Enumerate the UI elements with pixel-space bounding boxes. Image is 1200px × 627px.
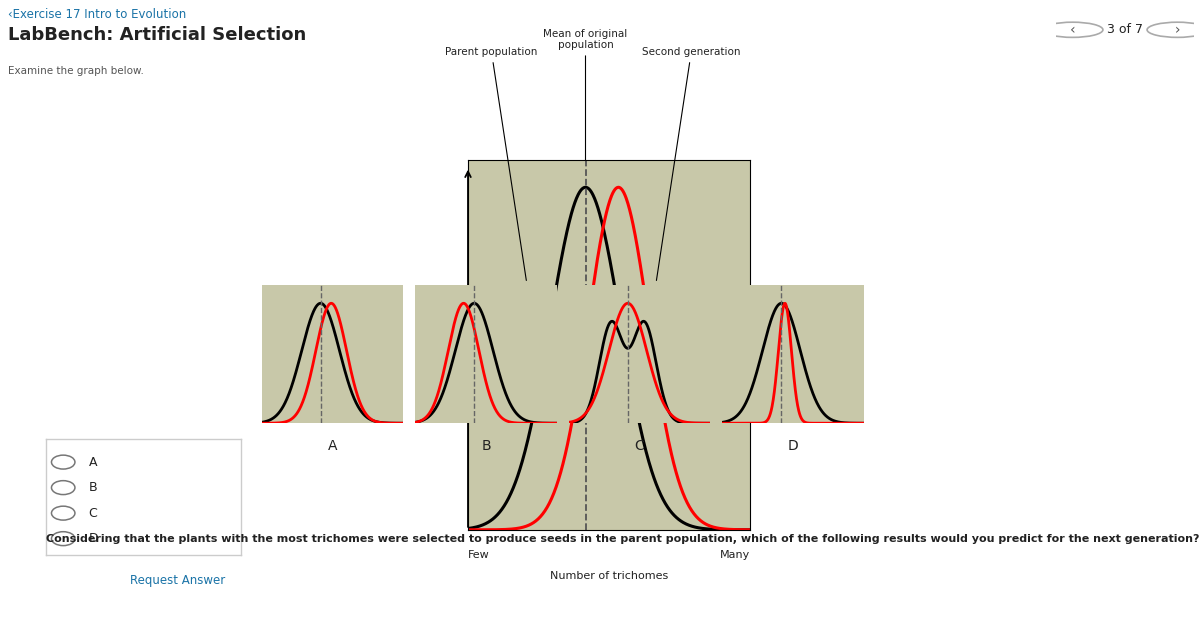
Text: C: C xyxy=(89,507,97,520)
Text: Mean of original
population: Mean of original population xyxy=(544,29,628,161)
Text: Examine the graph below.: Examine the graph below. xyxy=(8,66,144,76)
Text: A: A xyxy=(328,439,337,453)
Text: B: B xyxy=(481,439,491,453)
Text: LabBench: Artificial Selection: LabBench: Artificial Selection xyxy=(8,26,307,45)
Text: A: A xyxy=(89,456,97,468)
Text: Parent population: Parent population xyxy=(445,47,538,280)
Text: Frequency of individuals: Frequency of individuals xyxy=(446,295,456,422)
Text: ‹Exercise 17 Intro to Evolution: ‹Exercise 17 Intro to Evolution xyxy=(8,8,187,21)
Text: B: B xyxy=(89,481,97,494)
Text: 3 of 7: 3 of 7 xyxy=(1108,23,1142,36)
Text: Submit: Submit xyxy=(56,574,104,587)
Text: Request Answer: Request Answer xyxy=(130,574,224,587)
Text: D: D xyxy=(89,532,98,545)
Text: Number of trichomes: Number of trichomes xyxy=(550,571,668,581)
Text: Considering that the plants with the most trichomes were selected to produce see: Considering that the plants with the mos… xyxy=(46,534,1200,544)
Text: Many: Many xyxy=(720,551,750,561)
Text: Second generation: Second generation xyxy=(642,47,740,280)
Text: ‹: ‹ xyxy=(1069,23,1075,37)
Text: C: C xyxy=(635,439,644,453)
Text: D: D xyxy=(788,439,798,453)
Text: ›: › xyxy=(1175,23,1180,37)
Text: Few: Few xyxy=(468,551,490,561)
